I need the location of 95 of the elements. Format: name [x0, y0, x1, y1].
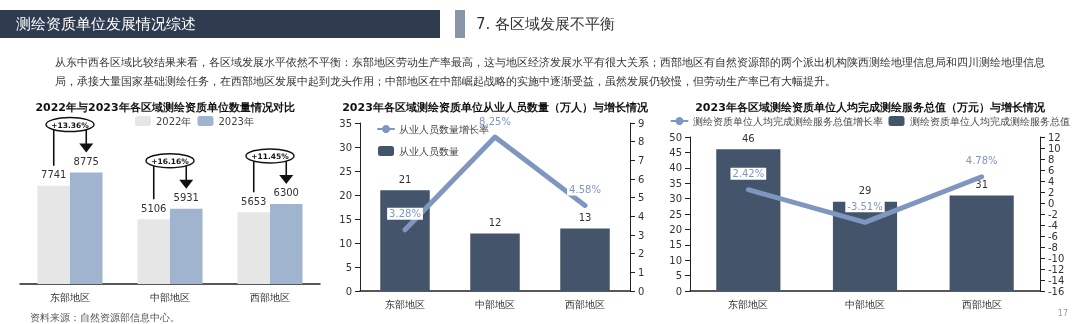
y2-tick-label: 8 [1048, 153, 1055, 165]
text: 测绘资质单位发展情况综述 [0, 10, 440, 38]
text: 资料来源：自然资源部信息中心。 [30, 311, 180, 323]
y-tick-label: 0 [345, 285, 352, 297]
text: 7. 各区域发展不平衡 [476, 14, 616, 35]
y-tick-label: 30 [669, 193, 682, 205]
x-tick-label: 西部地区 [565, 298, 605, 310]
data-label: 21 [398, 173, 412, 185]
y-tick-label: 10 [669, 254, 682, 266]
y2-tick-label: -12 [1048, 263, 1065, 275]
y-tick-label: 25 [669, 208, 682, 220]
legend-label: 测绘资质单位人均完成测绘服务总值 [909, 115, 1070, 127]
y2-tick-label: -10 [1048, 252, 1065, 264]
y2-tick-label: 2 [638, 248, 645, 260]
y2-tick-label: 0 [638, 285, 645, 297]
bar [270, 203, 303, 284]
y2-tick-label: 8 [638, 136, 645, 148]
y2-tick-label: 4 [638, 210, 645, 222]
legend-label: 2022年 [156, 115, 192, 127]
bar [70, 172, 103, 284]
y-tick-label: 5 [345, 261, 352, 273]
data-label: 4.78% [965, 155, 998, 167]
x-tick-label: 西部地区 [961, 298, 1002, 310]
y-tick-label: 0 [675, 285, 682, 297]
bar [237, 212, 270, 284]
y2-tick-label: 6 [638, 173, 645, 185]
bar [949, 195, 1014, 291]
y2-tick-label: -4 [1048, 219, 1058, 231]
bar [716, 149, 781, 291]
data-label: 46 [741, 132, 755, 144]
data-label: -3.51% [847, 200, 883, 212]
data-label: 31 [975, 179, 989, 191]
data-label: 5653 [241, 195, 267, 207]
y2-tick-label: -14 [1048, 274, 1065, 286]
legend-label: 从业人员数量增长率 [399, 123, 489, 135]
y-tick-label: 5 [675, 270, 682, 282]
bar [170, 208, 203, 284]
y2-tick-label: -2 [1048, 208, 1058, 220]
x-tick-label: 东部地区 [50, 291, 90, 303]
text: 17 [1057, 309, 1068, 318]
chart-title: 2023年各区域测绘资质单位人均完成测绘服务总值（万元）与增长情况 [695, 101, 1046, 114]
x-tick-label: 中部地区 [845, 298, 885, 310]
legend-label: 测绘资质单位人均完成测绘服务总值增长率 [692, 115, 883, 127]
chart-title: 2022年与2023年各区域测绘资质单位数量情况对比 [35, 101, 295, 114]
y2-tick-label: 5 [638, 192, 645, 204]
data-label: 13 [578, 212, 592, 224]
x-tick-label: 西部地区 [250, 291, 290, 303]
bar [380, 190, 430, 291]
data-label: 5106 [141, 202, 167, 214]
x-tick-label: 中部地区 [475, 298, 515, 310]
y-tick-label: 25 [339, 165, 352, 177]
data-label: 12 [488, 216, 502, 228]
y2-tick-label: 4 [1048, 175, 1055, 187]
data-label: 7741 [41, 169, 67, 181]
x-tick-label: 东部地区 [385, 298, 425, 310]
y-tick-label: 35 [669, 177, 682, 189]
y-tick-label: 35 [339, 117, 352, 129]
y-tick-label: 40 [669, 162, 682, 174]
data-label: 8775 [73, 156, 99, 168]
text: 从东中西各区域比较结果来看，各区域发展水平依然不平衡：东部地区劳动生产率最高，这与地区经济发展水平有很大关系；西部地区有自然资源部的两个派出机构陕西测绘地理信息局和四川测绘地理信息局，承接大量国家基础测绘任务，在西部地区发展中起到龙头作用；中部地区在中部崛起战略的实施中逐渐受益，虽然发展仍较慢，但劳动生产率已有大幅提升。 [55, 55, 1045, 90]
y2-tick-label: 12 [1048, 131, 1061, 143]
y2-tick-label: 3 [638, 229, 645, 241]
y2-tick-label: 9 [638, 117, 645, 129]
y2-tick-label: 10 [1048, 142, 1061, 154]
y2-tick-label: 2 [1048, 186, 1055, 198]
x-tick-label: 中部地区 [150, 291, 190, 303]
y-tick-label: 30 [339, 141, 352, 153]
y2-tick-label: -8 [1048, 241, 1058, 253]
y2-tick-label: 7 [638, 154, 645, 166]
y2-tick-label: 1 [638, 266, 645, 278]
y-tick-label: 15 [339, 213, 352, 225]
y2-tick-label: -6 [1048, 230, 1058, 242]
y-tick-label: 50 [669, 131, 682, 143]
y-tick-label: 10 [339, 237, 352, 249]
bar [137, 219, 170, 284]
y-tick-label: 20 [669, 223, 682, 235]
data-label: 4.58% [569, 184, 601, 196]
legend-label: 从业人员数量 [399, 145, 459, 157]
y-tick-label: 45 [669, 146, 682, 158]
y2-tick-label: -16 [1048, 285, 1065, 297]
bar [37, 185, 70, 284]
y-tick-label: 20 [339, 189, 352, 201]
data-label: 29 [858, 185, 872, 197]
chart-title: 2023年各区域测绘资质单位从业人员数量（万人）与增长情况 [342, 101, 649, 114]
legend-label: 2023年 [218, 115, 254, 127]
bar [560, 228, 610, 291]
data-label: 3.28% [389, 208, 421, 220]
x-tick-label: 东部地区 [728, 298, 769, 310]
data-label: 5931 [173, 192, 199, 204]
y2-tick-label: 6 [1048, 164, 1055, 176]
data-label: 6300 [273, 187, 299, 199]
data-label: 2.42% [732, 168, 765, 180]
y-tick-label: 15 [669, 239, 682, 251]
bar [470, 233, 520, 291]
y2-tick-label: 0 [1048, 197, 1055, 209]
